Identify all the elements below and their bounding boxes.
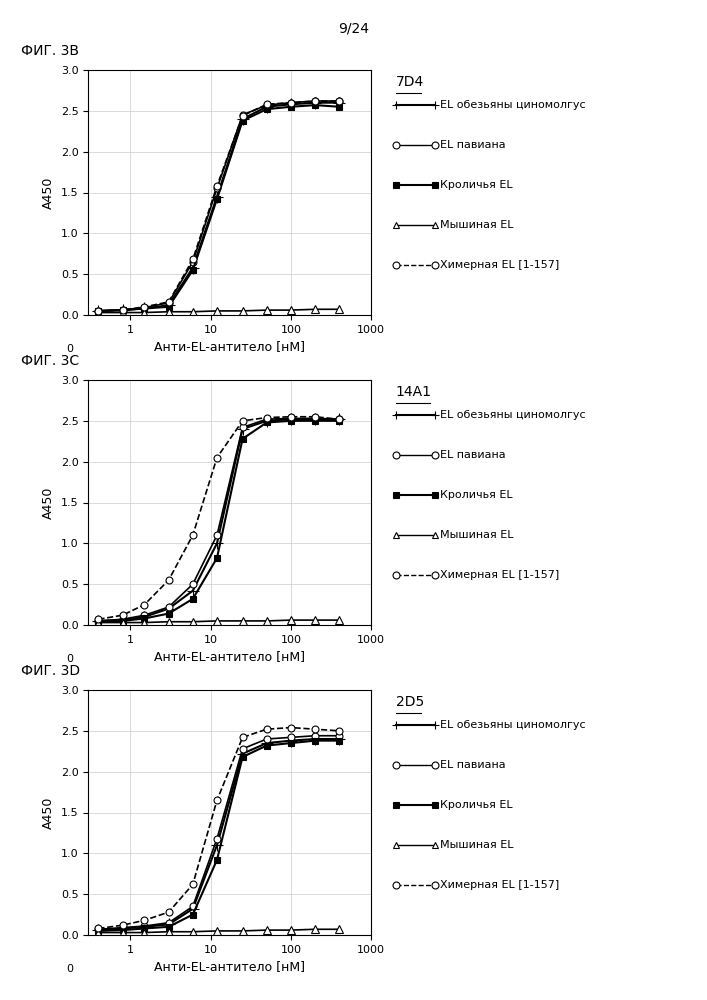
X-axis label: Анти-EL-антитело [нМ]: Анти-EL-антитело [нМ] — [154, 960, 305, 973]
Text: EL обезьяны циномолгус: EL обезьяны циномолгус — [440, 100, 586, 110]
Text: Химерная EL [1-157]: Химерная EL [1-157] — [440, 260, 560, 270]
Text: Кроличья EL: Кроличья EL — [440, 490, 513, 500]
Text: 14A1: 14A1 — [396, 385, 432, 399]
Text: Мышиная EL: Мышиная EL — [440, 220, 514, 230]
Text: EL обезьяны циномолгус: EL обезьяны циномолгус — [440, 410, 586, 420]
Text: ФИГ. 3B: ФИГ. 3B — [21, 44, 79, 58]
Text: Кроличья EL: Кроличья EL — [440, 800, 513, 810]
Text: EL павиана: EL павиана — [440, 450, 506, 460]
X-axis label: Анти-EL-антитело [нМ]: Анти-EL-антитело [нМ] — [154, 340, 305, 353]
Text: 2D5: 2D5 — [396, 695, 424, 709]
Text: ФИГ. 3C: ФИГ. 3C — [21, 354, 79, 368]
Text: EL павиана: EL павиана — [440, 760, 506, 770]
Text: EL павиана: EL павиана — [440, 140, 506, 150]
Text: 7D4: 7D4 — [396, 75, 424, 89]
Text: Кроличья EL: Кроличья EL — [440, 180, 513, 190]
Text: ФИГ. 3D: ФИГ. 3D — [21, 664, 81, 678]
Text: Мышиная EL: Мышиная EL — [440, 840, 514, 850]
Text: Мышиная EL: Мышиная EL — [440, 530, 514, 540]
Text: Химерная EL [1-157]: Химерная EL [1-157] — [440, 570, 560, 580]
Text: 0: 0 — [66, 964, 74, 974]
Text: 0: 0 — [66, 344, 74, 354]
Y-axis label: A450: A450 — [42, 796, 55, 829]
Text: 9/24: 9/24 — [338, 22, 369, 36]
Text: Химерная EL [1-157]: Химерная EL [1-157] — [440, 880, 560, 890]
Text: EL обезьяны циномолгус: EL обезьяны циномолгус — [440, 720, 586, 730]
Y-axis label: A450: A450 — [42, 486, 55, 519]
Text: 0: 0 — [66, 654, 74, 664]
Y-axis label: A450: A450 — [42, 176, 55, 209]
X-axis label: Анти-EL-антитело [нМ]: Анти-EL-антитело [нМ] — [154, 650, 305, 663]
